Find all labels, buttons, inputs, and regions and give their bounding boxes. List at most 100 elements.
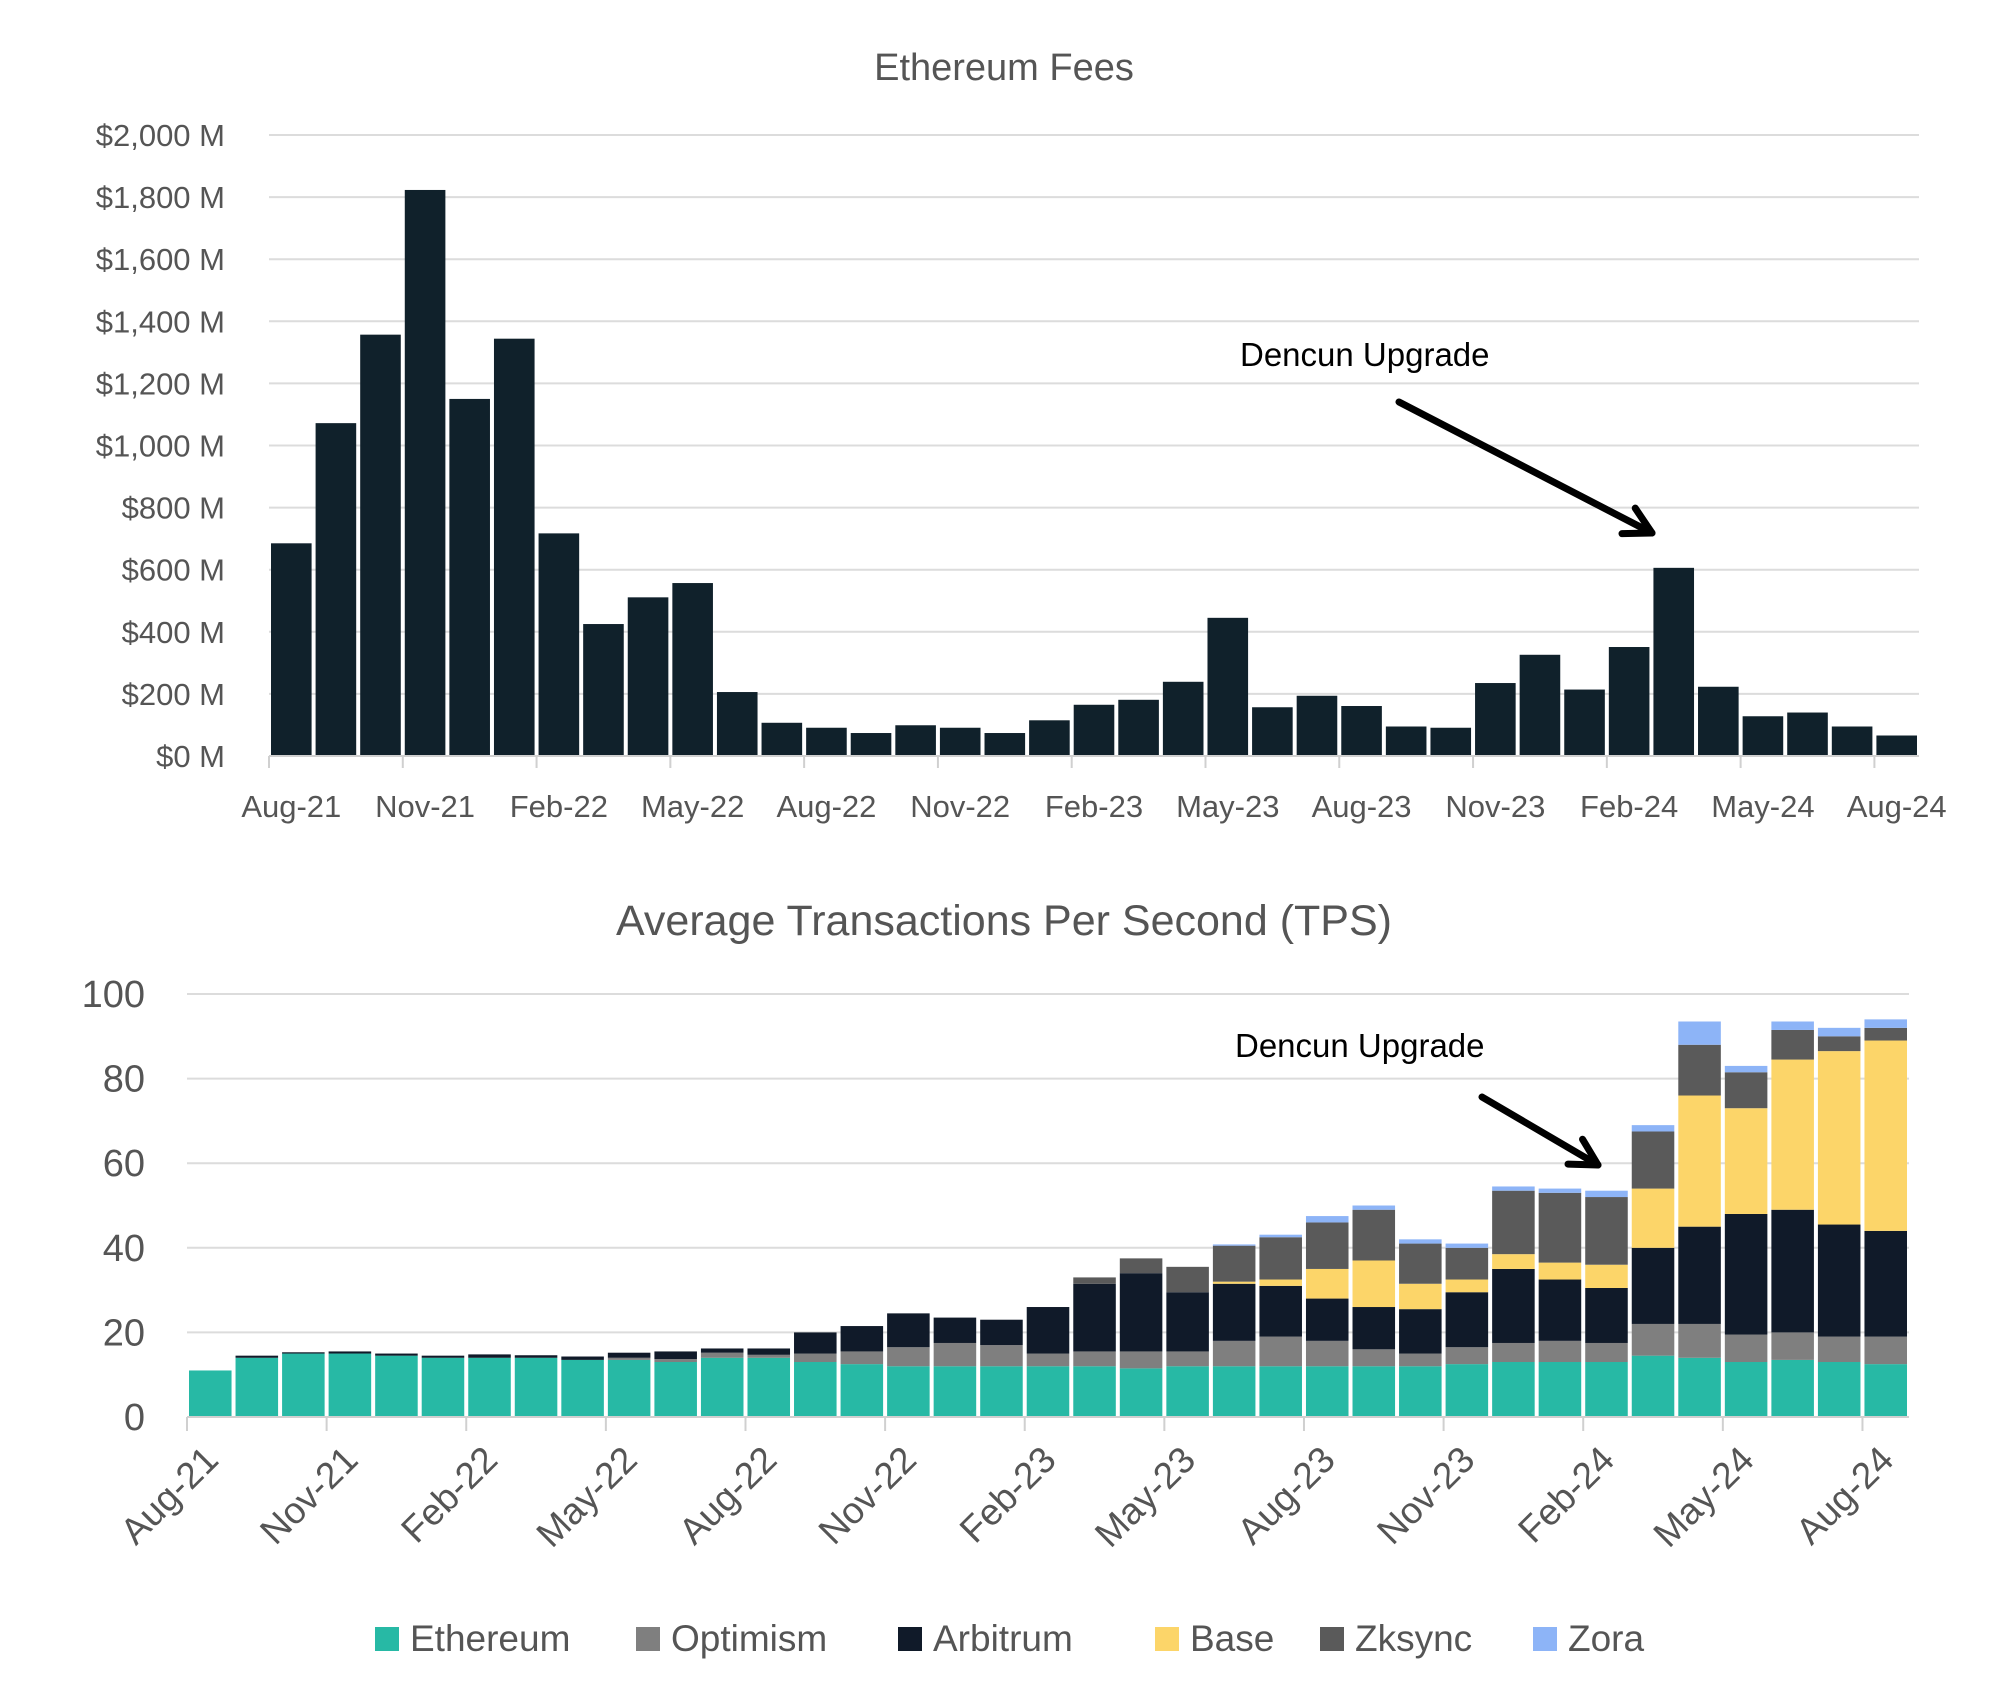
bar-segment-ethereum-Nov-22	[887, 1366, 930, 1417]
ethereum-fees-chart: Ethereum Fees Dencun Upgrade $0 M $200 M $…	[96, 47, 1947, 824]
bar-segment-zora-Nov-23	[1445, 1243, 1489, 1248]
bar-segment-ethereum-Jul-22	[700, 1357, 744, 1417]
bar-segment-ethereum-Feb-24	[1585, 1362, 1628, 1417]
x-tick-label: Feb-23	[1045, 789, 1143, 824]
bar-Feb-22	[538, 533, 580, 756]
bar-segment-zora-Sep-23	[1352, 1205, 1396, 1210]
bar-Jul-23	[1296, 695, 1338, 756]
bar-segment-ethereum-Nov-21	[328, 1353, 372, 1417]
bar-segment-zora-Oct-23	[1399, 1239, 1442, 1244]
annotation-arrow	[1478, 1093, 1602, 1169]
x-tick-label: Aug-21	[113, 1439, 226, 1552]
y-tick-label: 100	[82, 974, 145, 1016]
x-tick-label: Feb-23	[952, 1439, 1064, 1551]
legend-label-optimism: Optimism	[671, 1618, 827, 1659]
bar-segment-ethereum-Jun-22	[654, 1362, 697, 1417]
x-tick-label: Feb-24	[1580, 789, 1678, 824]
bar-segment-optimism-Feb-24	[1585, 1342, 1628, 1363]
y-tick-label: $600 M	[122, 553, 225, 588]
bar-Jul-24	[1831, 726, 1873, 756]
bar-segment-base-Jul-23	[1259, 1279, 1302, 1286]
bar-segment-optimism-Oct-22	[840, 1351, 884, 1365]
bar-segment-optimism-May-24	[1724, 1334, 1768, 1363]
bar-segment-optimism-Mar-23	[1073, 1351, 1116, 1367]
legend-label-arbitrum: Arbitrum	[933, 1618, 1073, 1659]
tps-chart: Average Transactions Per Second (TPS) De…	[82, 897, 1909, 1659]
bar-segment-ethereum-Apr-24	[1678, 1357, 1721, 1417]
bar-segment-zora-Aug-24	[1864, 1019, 1907, 1028]
bar-Dec-22	[984, 733, 1026, 756]
y-tick-label: 40	[103, 1228, 145, 1270]
bar-segment-zksync-Mar-23	[1073, 1277, 1116, 1284]
bar-Aug-21	[271, 543, 312, 756]
x-tick-label: Aug-23	[1230, 1439, 1343, 1552]
bar-segment-ethereum-Jan-23	[980, 1366, 1023, 1417]
bar-segment-ethereum-Nov-23	[1445, 1364, 1489, 1417]
bar-segment-base-Nov-23	[1445, 1279, 1489, 1293]
bar-Sep-23	[1385, 726, 1427, 756]
legend-label-base: Base	[1190, 1618, 1274, 1659]
bar-segment-optimism-Mar-24	[1631, 1323, 1675, 1356]
bar-segment-arbitrum-Mar-22	[514, 1355, 558, 1358]
x-tick-label: Nov-21	[375, 789, 475, 824]
bar-segment-arbitrum-Jul-24	[1817, 1224, 1861, 1337]
bar-segment-base-Jul-24	[1817, 1051, 1861, 1225]
y-tick-label: 60	[103, 1143, 145, 1185]
bar-segment-ethereum-Feb-23	[1026, 1366, 1070, 1417]
bar-segment-optimism-Aug-22	[747, 1354, 791, 1358]
x-tick-label: Aug-23	[1312, 789, 1412, 824]
bar-segment-optimism-Aug-23	[1305, 1340, 1349, 1367]
x-tick-label: Feb-22	[510, 789, 608, 824]
bar-Feb-23	[1073, 704, 1115, 756]
bar-segment-ethereum-Apr-22	[561, 1359, 604, 1417]
legend-label-zksync: Zksync	[1355, 1618, 1472, 1659]
bar-segment-base-Jan-24	[1538, 1262, 1582, 1280]
bar-segment-optimism-Jun-22	[654, 1359, 697, 1363]
bar-segment-optimism-Oct-23	[1399, 1353, 1442, 1367]
bar-segment-ethereum-May-23	[1166, 1366, 1209, 1417]
bar-segment-arbitrum-Mar-23	[1073, 1283, 1116, 1352]
legend-swatch-zora	[1533, 1627, 1557, 1651]
x-tick-label: Aug-24	[1788, 1439, 1901, 1552]
bar-Nov-22	[939, 727, 981, 756]
bar-segment-ethereum-Jun-24	[1771, 1359, 1814, 1417]
bar-Mar-23	[1118, 699, 1159, 756]
legend-label-zora: Zora	[1568, 1618, 1645, 1659]
bar-segment-arbitrum-Apr-22	[561, 1356, 604, 1360]
legend-swatch-ethereum	[375, 1627, 399, 1651]
bar-Apr-23	[1162, 681, 1204, 756]
bar-segment-arbitrum-Jun-23	[1212, 1283, 1256, 1341]
bar-segment-optimism-Aug-24	[1864, 1336, 1907, 1365]
x-tick-label: Nov-21	[252, 1439, 365, 1552]
x-tick-label: Aug-21	[241, 789, 341, 824]
bar-Sep-22	[850, 733, 892, 756]
bar-segment-arbitrum-Oct-21	[282, 1352, 325, 1354]
x-tick-label: May-23	[1176, 789, 1279, 824]
y-tick-label: $1,600 M	[96, 242, 225, 277]
arrow-head-icon	[1564, 1135, 1602, 1169]
bar-segment-zksync-Aug-24	[1864, 1027, 1907, 1041]
legend-swatch-optimism	[636, 1627, 660, 1651]
bar-segment-ethereum-Jan-22	[421, 1357, 465, 1417]
bar-segment-optimism-May-22	[607, 1357, 651, 1360]
x-tick-label: Aug-24	[1847, 789, 1947, 824]
bar-segment-zora-Feb-24	[1585, 1190, 1628, 1198]
legend: Ethereum Optimism Arbitrum Base Zksync Zora	[375, 1618, 1645, 1659]
bar-segment-ethereum-May-22	[607, 1359, 651, 1417]
bar-segment-zksync-Apr-23	[1119, 1258, 1163, 1274]
x-tick-label: May-22	[529, 1439, 645, 1555]
bar-Apr-22	[627, 597, 669, 756]
bar-segment-arbitrum-Dec-22	[933, 1317, 977, 1343]
bar-segment-arbitrum-Jun-22	[654, 1351, 697, 1360]
bar-segment-ethereum-Dec-21	[375, 1355, 418, 1417]
bar-Nov-21	[404, 189, 446, 756]
x-tick-label: May-23	[1087, 1439, 1203, 1555]
bar-segment-zora-Jun-23	[1212, 1244, 1256, 1246]
y-tick-label: $200 M	[122, 677, 225, 712]
bar-segment-ethereum-Jul-23	[1259, 1366, 1302, 1417]
bar-segment-ethereum-Apr-23	[1119, 1368, 1163, 1417]
bar-segment-optimism-Jul-22	[700, 1352, 744, 1358]
bar-segment-zksync-Feb-24	[1585, 1197, 1628, 1265]
bar-Jan-24	[1564, 689, 1605, 756]
